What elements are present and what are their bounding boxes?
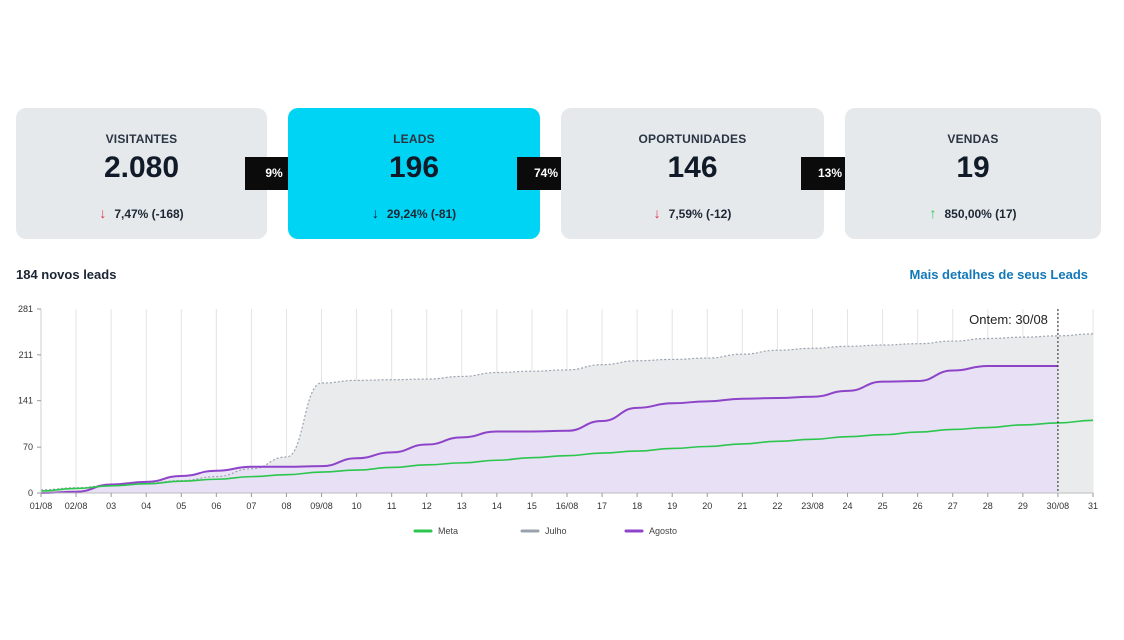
x-tick-label: 26	[913, 501, 923, 511]
card-delta: ↑ 850,00% (17)	[845, 205, 1101, 221]
x-tick-label: 16/08	[556, 501, 579, 511]
card-value: 146	[667, 151, 718, 184]
x-tick-label: 13	[457, 501, 467, 511]
x-tick-label: 28	[983, 501, 993, 511]
card-delta: ↓ 29,24% (-81)	[288, 205, 540, 221]
new-leads-count: 184 novos leads	[16, 267, 117, 282]
y-tick-label: 0	[28, 488, 33, 498]
x-tick-label: 23/08	[801, 501, 824, 511]
card-visitantes[interactable]: VISITANTES 2.080 ↓ 7,47% (-168)	[16, 108, 267, 239]
x-tick-label: 17	[597, 501, 607, 511]
y-tick-label: 281	[18, 304, 33, 314]
card-delta: ↓ 7,59% (-12)	[561, 205, 824, 221]
card-value: 196	[388, 151, 440, 184]
legend-label: Meta	[438, 526, 458, 536]
y-tick-label: 70	[23, 442, 33, 452]
x-tick-label: 10	[352, 501, 362, 511]
x-tick-label: 05	[176, 501, 186, 511]
x-tick-label: 11	[387, 501, 396, 511]
card-vendas[interactable]: VENDAS 19 ↑ 850,00% (17)	[845, 108, 1101, 239]
x-tick-label: 27	[948, 501, 958, 511]
legend-item-agosto[interactable]: Agosto	[624, 526, 677, 536]
x-tick-label: 06	[211, 501, 221, 511]
y-tick-label: 141	[18, 396, 33, 406]
card-delta: ↓ 7,47% (-168)	[16, 205, 267, 221]
x-tick-label: 30/08	[1047, 501, 1070, 511]
chart-legend[interactable]: Meta Julho Agosto	[413, 526, 677, 536]
x-tick-label: 03	[106, 501, 116, 511]
x-tick-label: 14	[492, 501, 502, 511]
meta-line	[40, 419, 1094, 492]
x-tick-label: 02/08	[65, 501, 88, 511]
yesterday-annotation: Ontem: 30/08	[969, 312, 1048, 327]
legend-label: Julho	[545, 526, 567, 536]
x-tick-label: 07	[246, 501, 256, 511]
x-tick-label: 29	[1018, 501, 1028, 511]
card-label: VENDAS	[947, 132, 999, 146]
agosto-line	[40, 364, 1058, 494]
card-delta-text: 850,00% (17)	[944, 207, 1017, 221]
x-tick-label: 08	[281, 501, 291, 511]
card-value: 2.080	[103, 151, 180, 184]
x-tick-label: 31	[1088, 501, 1098, 511]
card-delta-text: 29,24% (-81)	[386, 207, 457, 221]
julho-line	[40, 333, 1094, 491]
x-tick-label: 12	[422, 501, 432, 511]
x-tick-label: 24	[843, 501, 853, 511]
card-delta-text: 7,59% (-12)	[668, 207, 732, 221]
x-tick-label: 18	[632, 501, 642, 511]
card-oportunidades[interactable]: OPORTUNIDADES 146 ↓ 7,59% (-12)	[561, 108, 824, 239]
card-delta-text: 7,47% (-168)	[114, 207, 184, 221]
x-tick-label: 21	[737, 501, 747, 511]
x-tick-label: 20	[702, 501, 712, 511]
card-label: LEADS	[393, 132, 435, 146]
card-label: OPORTUNIDADES	[638, 132, 747, 146]
x-tick-label: 01/08	[30, 501, 53, 511]
arrow-down-icon: ↓	[371, 205, 379, 221]
card-value: 19	[956, 151, 990, 184]
arrow-down-icon: ↓	[99, 205, 107, 221]
leads-details-link[interactable]: Mais detalhes de seus Leads	[909, 267, 1088, 282]
legend-item-julho[interactable]: Julho	[520, 526, 567, 536]
x-tick-label: 04	[141, 501, 151, 511]
x-tick-label: 09/08	[310, 501, 333, 511]
y-tick-label: 211	[19, 350, 33, 360]
arrow-up-icon: ↑	[929, 205, 937, 221]
x-tick-label: 19	[667, 501, 677, 511]
x-tick-label: 22	[772, 501, 782, 511]
card-label: VISITANTES	[105, 132, 178, 146]
legend-label: Agosto	[649, 526, 677, 536]
arrow-down-icon: ↓	[653, 205, 661, 221]
card-leads[interactable]: LEADS 196 ↓ 29,24% (-81)	[288, 108, 540, 239]
x-tick-label: 25	[878, 501, 888, 511]
chart-lines: Ontem: 30/08	[40, 309, 1094, 494]
x-tick-label: 15	[527, 501, 537, 511]
legend-item-meta[interactable]: Meta	[413, 526, 458, 536]
